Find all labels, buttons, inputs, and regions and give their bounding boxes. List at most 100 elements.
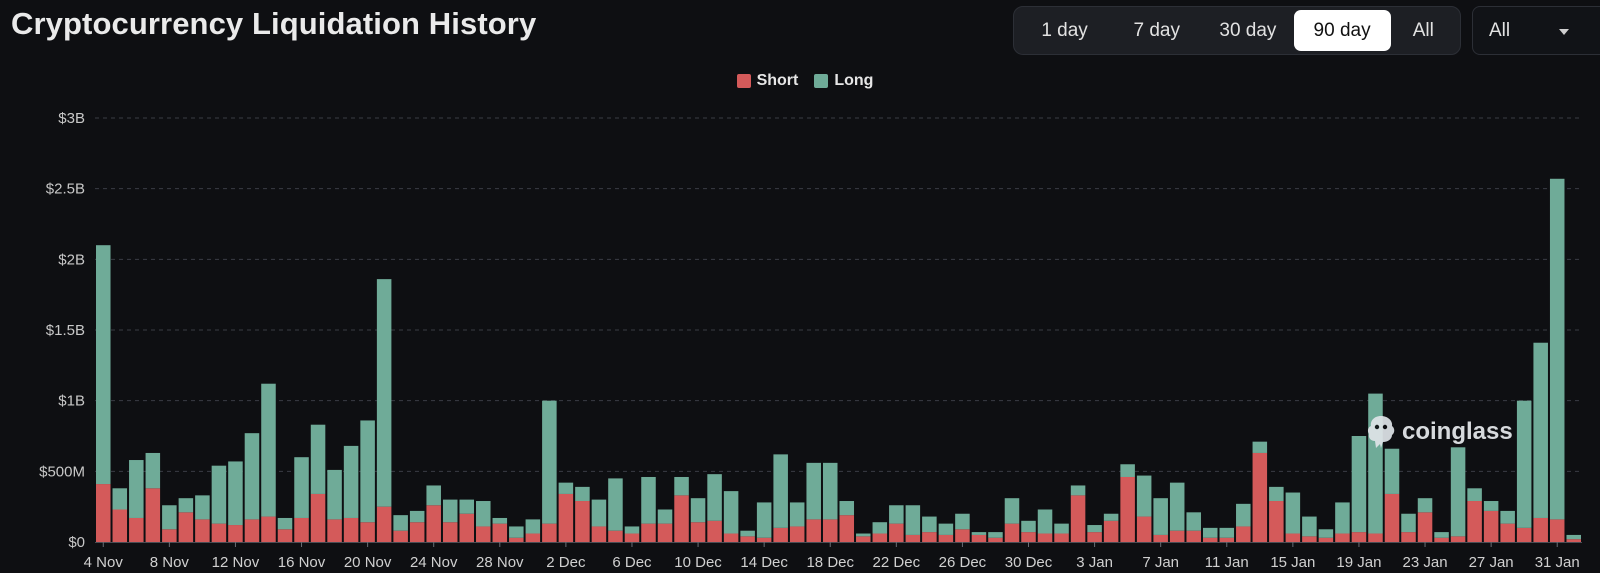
bar-long[interactable] [1037, 509, 1053, 534]
bar-short[interactable] [162, 529, 177, 542]
bar-long[interactable] [1054, 523, 1069, 534]
bar-long[interactable] [1302, 516, 1317, 537]
bar-long[interactable] [244, 433, 260, 520]
bar-short[interactable] [674, 495, 689, 542]
bar-long[interactable] [492, 517, 508, 524]
bar-short[interactable] [575, 501, 590, 542]
bar-long[interactable] [1021, 520, 1036, 533]
bar-short[interactable] [195, 519, 210, 542]
bar-short[interactable] [542, 523, 557, 542]
bar-short[interactable] [1384, 493, 1400, 542]
bar-long[interactable] [971, 532, 987, 535]
bar-short[interactable] [1401, 532, 1416, 542]
bar-short[interactable] [1500, 523, 1515, 542]
bar-long[interactable] [1467, 488, 1482, 502]
bar-long[interactable] [740, 530, 755, 537]
bar-long[interactable] [872, 522, 888, 534]
bar-long[interactable] [310, 424, 326, 494]
bar-long[interactable] [1500, 510, 1515, 524]
bar-long[interactable] [459, 499, 475, 514]
tab-all[interactable]: All [1412, 19, 1434, 41]
bar-short[interactable] [1169, 530, 1185, 542]
bar-short[interactable] [1136, 516, 1152, 542]
bar-short[interactable] [129, 517, 144, 542]
bar-short[interactable] [476, 526, 491, 542]
bar-long[interactable] [1335, 502, 1350, 534]
bar-long[interactable] [376, 279, 392, 507]
bar-long[interactable] [1186, 512, 1201, 531]
bar-short[interactable] [1318, 537, 1334, 542]
bar-long[interactable] [905, 505, 921, 535]
bar-long[interactable] [1351, 436, 1367, 533]
bar-long[interactable] [1434, 532, 1449, 538]
bar-short[interactable] [839, 515, 855, 542]
bar-long[interactable] [195, 495, 210, 520]
bar-long[interactable] [575, 486, 590, 502]
bar-short[interactable] [1252, 452, 1268, 542]
bar-short[interactable] [1186, 530, 1201, 542]
bar-long[interactable] [839, 501, 855, 516]
bar-long[interactable] [96, 245, 111, 485]
bar-long[interactable] [129, 460, 144, 518]
bar-long[interactable] [922, 516, 937, 533]
bar-long[interactable] [1219, 527, 1235, 538]
bar-short[interactable] [558, 493, 574, 542]
bar-short[interactable] [657, 523, 673, 542]
bar-short[interactable] [1417, 512, 1433, 542]
bar-long[interactable] [1401, 513, 1416, 533]
bar-long[interactable] [674, 476, 689, 496]
bar-long[interactable] [955, 513, 970, 530]
bar-short[interactable] [509, 537, 524, 542]
bar-short[interactable] [112, 509, 128, 542]
bar-short[interactable] [343, 517, 359, 542]
bar-short[interactable] [922, 532, 937, 542]
bar-short[interactable] [1368, 533, 1383, 542]
bar-short[interactable] [1087, 532, 1102, 542]
tab-1-day[interactable]: 1 day [1041, 19, 1088, 41]
bar-long[interactable] [1004, 498, 1020, 524]
bar-short[interactable] [96, 484, 111, 542]
bar-long[interactable] [228, 461, 243, 526]
bar-long[interactable] [542, 400, 557, 524]
bar-short[interactable] [244, 519, 260, 542]
bar-short[interactable] [310, 493, 326, 542]
bar-short[interactable] [1516, 527, 1532, 542]
bar-long[interactable] [294, 457, 309, 518]
bar-short[interactable] [773, 527, 788, 542]
bar-short[interactable] [1483, 510, 1499, 542]
bar-short[interactable] [1037, 533, 1053, 542]
bar-short[interactable] [1549, 519, 1565, 542]
bar-short[interactable] [1021, 532, 1036, 542]
bar-long[interactable] [641, 476, 656, 524]
bar-long[interactable] [938, 523, 954, 535]
bar-short[interactable] [822, 519, 838, 542]
bar-long[interactable] [360, 420, 375, 523]
bar-long[interactable] [426, 485, 441, 506]
bar-long[interactable] [690, 498, 706, 523]
bar-short[interactable] [938, 534, 954, 542]
bar-short[interactable] [492, 523, 508, 542]
bar-short[interactable] [756, 537, 772, 542]
bar-short[interactable] [1202, 537, 1218, 542]
bar-long[interactable] [1450, 447, 1466, 537]
bar-short[interactable] [1120, 476, 1135, 542]
bar-long[interactable] [822, 462, 838, 520]
bar-long[interactable] [608, 478, 623, 531]
bar-short[interactable] [261, 516, 276, 542]
bar-long[interactable] [1549, 178, 1565, 520]
bar-short[interactable] [723, 533, 739, 542]
bar-short[interactable] [1467, 501, 1482, 542]
tab-7-day[interactable]: 7 day [1133, 19, 1180, 41]
bar-long[interactable] [657, 509, 673, 524]
bar-long[interactable] [145, 452, 161, 489]
bar-long[interactable] [1269, 486, 1284, 502]
bar-long[interactable] [773, 454, 788, 528]
bar-short[interactable] [145, 488, 161, 542]
bar-short[interactable] [1566, 539, 1581, 542]
bar-short[interactable] [889, 523, 904, 542]
bar-long[interactable] [1533, 342, 1548, 518]
bar-short[interactable] [1153, 534, 1168, 542]
bar-long[interactable] [112, 488, 128, 510]
bar-long[interactable] [1103, 513, 1119, 521]
bar-short[interactable] [294, 517, 309, 542]
